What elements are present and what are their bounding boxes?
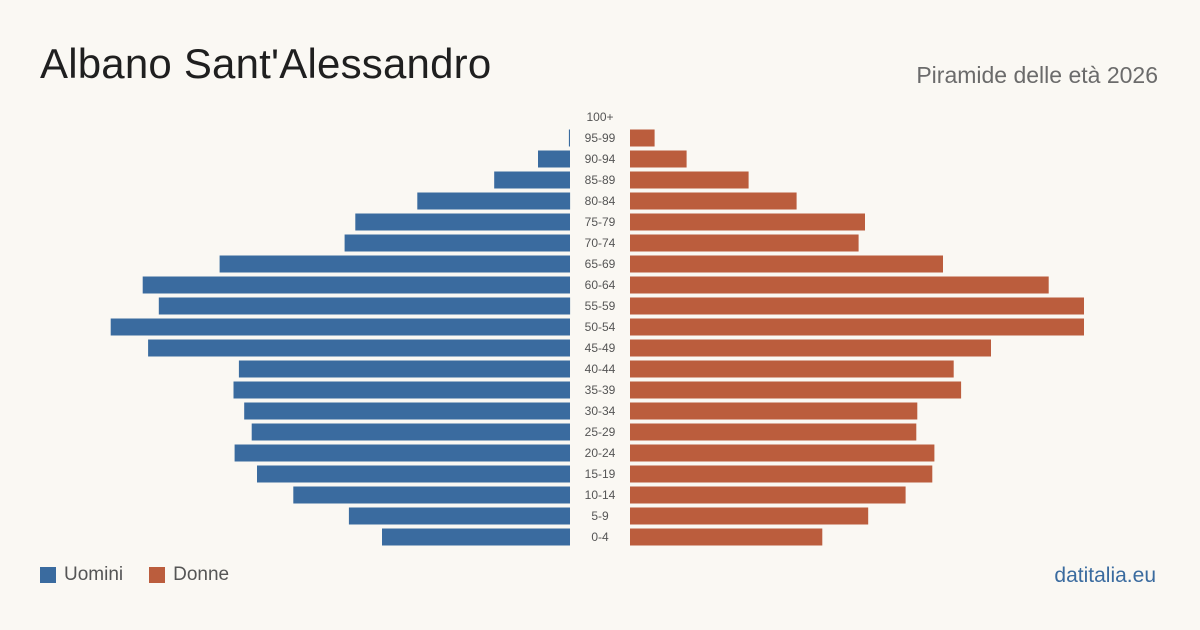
bar-men-60-64 [142,276,570,294]
age-label-95-99: 95-99 [585,131,616,145]
bar-women-5-9 [630,507,869,525]
age-label-25-29: 25-29 [585,425,616,439]
age-label-90-94: 90-94 [585,152,616,166]
bar-women-70-74 [630,234,859,252]
bar-men-30-34 [244,402,570,420]
age-label-0-4: 0-4 [591,530,609,544]
bar-women-30-34 [630,402,918,420]
age-label-70-74: 70-74 [585,236,616,250]
bar-men-90-94 [538,150,570,168]
legend-label-men: Uomini [64,564,124,585]
bar-men-55-59 [158,297,571,315]
age-label-5-9: 5-9 [591,509,609,523]
age-label-35-39: 35-39 [585,383,616,397]
bar-women-85-89 [630,171,749,189]
legend-swatch-men [40,567,56,583]
bar-women-35-39 [630,381,962,399]
age-label-10-14: 10-14 [585,488,616,502]
age-label-15-19: 15-19 [585,467,616,481]
age-label-75-79: 75-79 [585,215,616,229]
bar-women-45-49 [630,339,991,357]
bar-women-25-29 [630,423,917,441]
age-label-45-49: 45-49 [585,341,616,355]
bar-men-25-29 [251,423,570,441]
age-label-20-24: 20-24 [585,446,616,460]
bar-men-10-14 [293,486,570,504]
age-label-55-59: 55-59 [585,299,616,313]
bar-women-10-14 [630,486,906,504]
bar-women-20-24 [630,444,935,462]
legend-label-women: Donne [173,564,230,585]
bar-women-40-44 [630,360,954,378]
brand-link[interactable]: datitalia.eu [1054,564,1156,587]
age-label-30-34: 30-34 [585,404,616,418]
legend-item-men: Uomini [40,564,123,586]
bar-women-60-64 [630,276,1049,294]
bar-women-55-59 [630,297,1084,315]
bar-men-0-4 [382,528,570,546]
legend-swatch-women [149,567,166,583]
bar-men-35-39 [233,381,570,399]
chart-legend: Uomini Donne [40,564,255,586]
bar-women-15-19 [630,465,933,483]
legend-item-women: Donne [149,564,229,586]
bar-women-65-69 [630,255,943,273]
age-label-50-54: 50-54 [585,320,616,334]
bar-men-45-49 [148,339,570,357]
age-label-80-84: 80-84 [585,194,616,208]
bar-men-70-74 [344,234,570,252]
age-label-100+: 100+ [586,110,613,124]
chart-subtitle: Piramide delle età 2026 [916,62,1158,88]
bar-women-75-79 [630,213,865,231]
bar-men-85-89 [494,171,570,189]
age-label-65-69: 65-69 [585,257,616,271]
bar-men-65-69 [219,255,570,273]
bar-men-15-19 [257,465,570,483]
age-label-60-64: 60-64 [585,278,616,292]
bar-women-95-99 [630,129,655,147]
bar-women-0-4 [630,528,823,546]
bar-women-50-54 [630,318,1084,336]
bar-men-40-44 [238,360,570,378]
bar-men-20-24 [234,444,570,462]
bar-men-5-9 [348,507,570,525]
bar-men-75-79 [355,213,570,231]
bar-women-90-94 [630,150,687,168]
bar-women-80-84 [630,192,797,210]
page-title: Albano Sant'Alessandro [40,40,492,87]
bar-men-50-54 [110,318,570,336]
age-label-85-89: 85-89 [585,173,616,187]
bar-men-80-84 [417,192,571,210]
age-label-40-44: 40-44 [585,362,616,376]
bar-men-95-99 [568,129,570,147]
